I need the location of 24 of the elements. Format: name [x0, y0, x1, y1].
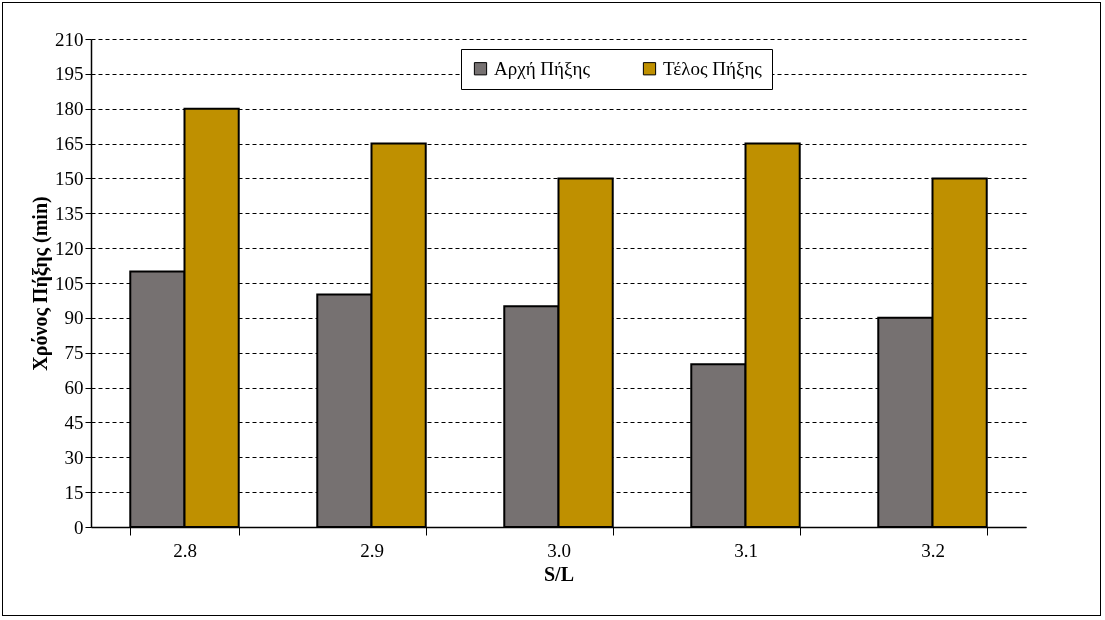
x-tick-label: 3.1 — [734, 539, 758, 561]
y-tick-label: 180 — [55, 98, 84, 120]
y-tick-label: 15 — [64, 481, 84, 503]
y-tick-label: 165 — [55, 133, 84, 155]
y-tick-label: 45 — [64, 411, 84, 433]
y-tick-label: 120 — [55, 237, 84, 259]
y-tick-label: 75 — [64, 342, 84, 364]
x-tick-label: 3.2 — [921, 539, 945, 561]
x-tick-label: 2.9 — [360, 539, 384, 561]
y-tick-label: 150 — [55, 167, 84, 189]
y-tick-label: 30 — [64, 446, 84, 468]
x-tick-label: 3.0 — [547, 539, 571, 561]
y-tick-label: 0 — [74, 516, 84, 538]
y-axis-title: Χρόνος Πήξης (min) — [29, 196, 52, 371]
y-tick-label: 210 — [55, 28, 84, 50]
y-tick-label: 90 — [64, 307, 84, 329]
y-tick-label: 195 — [55, 63, 84, 85]
x-tick-label: 2.8 — [173, 539, 197, 561]
y-tick-label: 105 — [55, 272, 84, 294]
y-tick-label: 60 — [64, 377, 84, 399]
x-axis-title: S/L — [543, 562, 575, 585]
legend-label: Αρχή Πήξης — [494, 57, 591, 79]
legend-label: Τέλος Πήξης — [663, 57, 763, 79]
y-tick-label: 135 — [55, 202, 84, 224]
